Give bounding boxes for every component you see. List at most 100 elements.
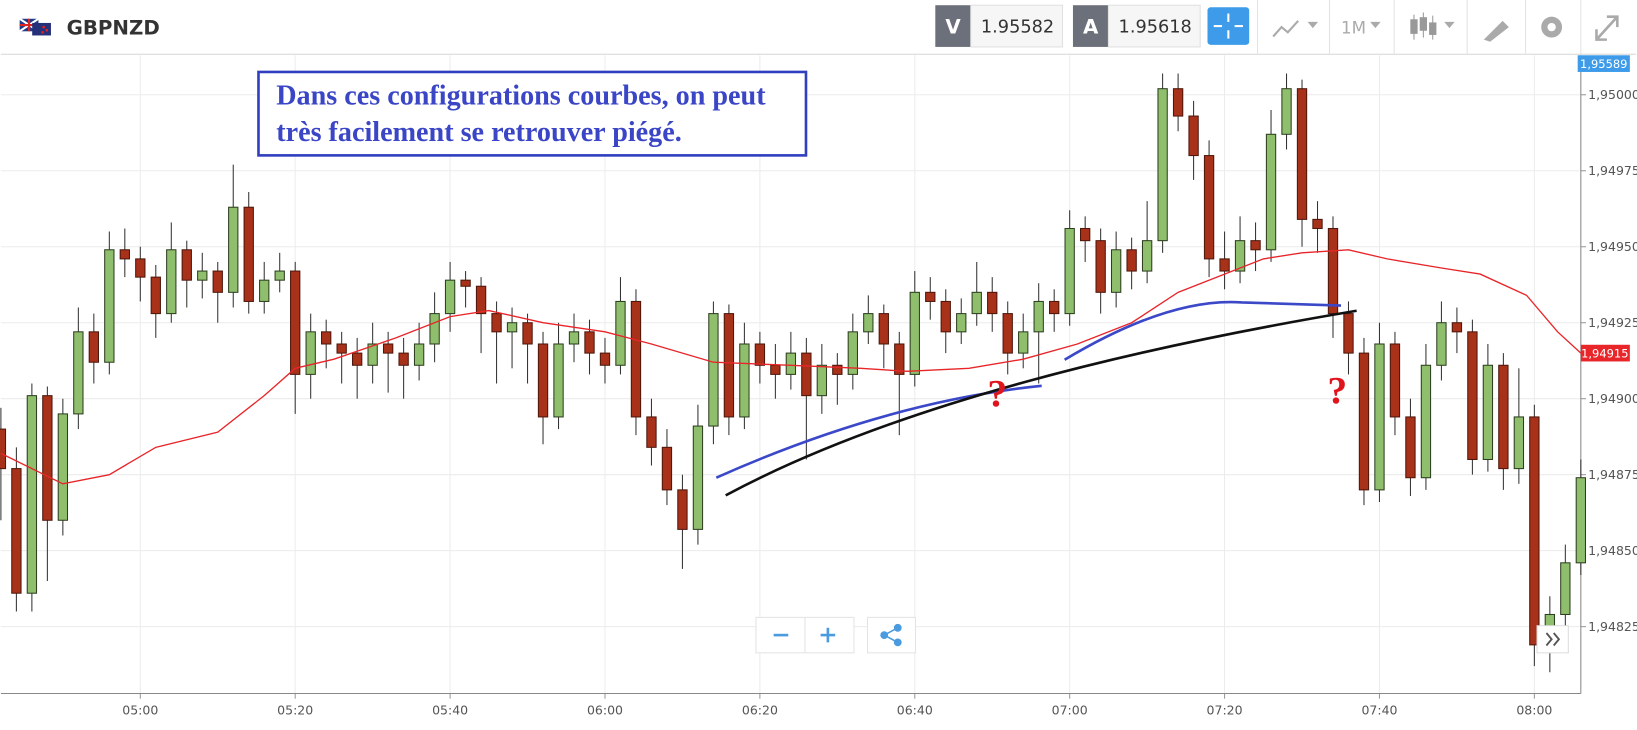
share-box[interactable] bbox=[866, 616, 917, 654]
candle-body bbox=[615, 300, 626, 366]
bid-label-box bbox=[935, 5, 971, 47]
candle-body bbox=[243, 206, 254, 302]
drawn-curve bbox=[725, 309, 1357, 497]
candle-body bbox=[290, 270, 301, 375]
flag-icon bbox=[19, 17, 51, 36]
zoom-in[interactable] bbox=[820, 627, 836, 643]
candle-body bbox=[506, 322, 518, 333]
candle-body bbox=[537, 343, 549, 418]
price-tag: 1,95589 bbox=[1580, 57, 1627, 71]
candle-body bbox=[708, 313, 719, 427]
candle-body bbox=[925, 291, 936, 302]
candle-body bbox=[274, 270, 285, 281]
candle-body bbox=[1172, 88, 1184, 117]
candle-body bbox=[429, 313, 440, 345]
candle-body bbox=[321, 331, 332, 345]
crosshair-button[interactable] bbox=[1207, 7, 1250, 45]
candle-body bbox=[1281, 88, 1292, 135]
candle-body bbox=[1451, 322, 1463, 333]
share-icon bbox=[880, 623, 902, 647]
candle-body bbox=[181, 249, 192, 281]
fullscreen-icon[interactable] bbox=[1595, 15, 1619, 41]
bid-label: V bbox=[945, 15, 961, 38]
candle-body bbox=[1374, 343, 1385, 491]
x-tick-label: 05:40 bbox=[432, 702, 468, 717]
plot-area: 1,95000 1,94975 1,94950 1,94925 1,94900 1,948… bbox=[0, 55, 1637, 717]
candle-body bbox=[1560, 562, 1571, 616]
candle-body bbox=[1018, 331, 1029, 354]
symbol: GBPNZD bbox=[67, 16, 160, 39]
candle-body bbox=[1188, 115, 1199, 157]
candle-body bbox=[1203, 155, 1215, 260]
candle-body bbox=[0, 428, 7, 470]
candle-body bbox=[57, 413, 69, 521]
x-tick-label: 07:20 bbox=[1207, 702, 1243, 717]
ask-price: 1.95618 bbox=[1119, 17, 1192, 37]
candle-body bbox=[166, 249, 177, 315]
candle-body bbox=[987, 291, 998, 315]
x-tick-label: 07:00 bbox=[1052, 702, 1088, 717]
candle-body bbox=[754, 343, 766, 366]
scroll-icon bbox=[1545, 632, 1561, 647]
candle-body bbox=[1064, 227, 1075, 315]
x-tick-label: 08:00 bbox=[1516, 702, 1552, 717]
drawn-curve bbox=[715, 384, 1042, 479]
candle-body bbox=[1405, 416, 1416, 479]
dropdown-caret bbox=[1444, 21, 1455, 29]
candle-body bbox=[1498, 364, 1509, 470]
candle-body bbox=[863, 313, 874, 333]
candle-body bbox=[26, 395, 38, 594]
ask-label: A bbox=[1083, 15, 1099, 38]
question-marker: ? bbox=[1327, 369, 1347, 413]
candle-body bbox=[940, 300, 951, 333]
candle-body bbox=[11, 468, 22, 594]
candle-body bbox=[460, 279, 471, 287]
candle-body bbox=[1265, 133, 1277, 251]
candle-body bbox=[1079, 227, 1091, 242]
ma-tag-bg bbox=[1580, 344, 1630, 362]
candle-body bbox=[212, 270, 223, 293]
candle-body bbox=[584, 331, 595, 354]
moving-average bbox=[0, 249, 1582, 485]
timeframe[interactable]: 1M bbox=[1341, 18, 1366, 37]
x-tick-label: 05:20 bbox=[277, 702, 313, 717]
candle-body bbox=[73, 331, 84, 415]
zoom-controls bbox=[755, 616, 917, 654]
indicator-icon[interactable] bbox=[1272, 20, 1299, 38]
candle-body bbox=[1141, 240, 1153, 272]
crosshair-icon bbox=[1213, 13, 1243, 39]
candle-body bbox=[1234, 240, 1246, 272]
candle-body bbox=[197, 270, 208, 281]
candle-body bbox=[677, 489, 688, 530]
candle-body bbox=[367, 343, 378, 366]
candle-body bbox=[1575, 477, 1586, 564]
candle-body bbox=[491, 313, 502, 333]
candle-body bbox=[1126, 249, 1137, 272]
y-tick-label: 1,94950 bbox=[1588, 239, 1637, 254]
candle-body bbox=[1157, 88, 1168, 242]
annotation-line: Dans ces configurations courbes, on peut bbox=[276, 80, 766, 111]
candle-type-icon[interactable] bbox=[1410, 12, 1437, 40]
candle-body bbox=[228, 206, 239, 293]
ask-box[interactable] bbox=[1107, 4, 1201, 48]
candle-body bbox=[1095, 240, 1106, 293]
candle-body bbox=[119, 249, 130, 260]
x-tick-label: 06:20 bbox=[742, 702, 778, 717]
candle-body bbox=[553, 343, 564, 418]
candle-body bbox=[739, 343, 750, 418]
draw-icon[interactable] bbox=[1483, 20, 1509, 42]
ma-tag: 1,94915 bbox=[1581, 346, 1628, 360]
candle-body bbox=[909, 291, 920, 375]
candle-body bbox=[475, 285, 487, 315]
bid-box[interactable] bbox=[970, 4, 1064, 48]
candle-body bbox=[1436, 322, 1447, 366]
candle-body bbox=[150, 276, 161, 315]
header-bg bbox=[0, 0, 1637, 55]
candle-body bbox=[847, 331, 858, 375]
candle-body bbox=[1033, 300, 1044, 333]
candle-body bbox=[832, 364, 843, 375]
dropdown-caret bbox=[1370, 21, 1381, 29]
candle-body bbox=[305, 331, 316, 375]
candle-body bbox=[259, 279, 270, 302]
bid-price: 1.95582 bbox=[981, 17, 1054, 37]
